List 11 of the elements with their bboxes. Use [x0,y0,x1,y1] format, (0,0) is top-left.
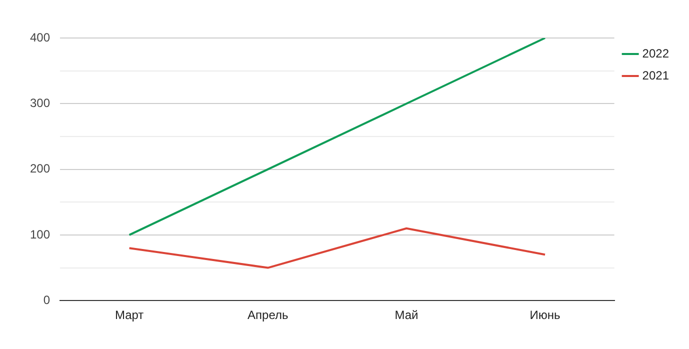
x-tick-label: Июнь [530,308,560,322]
y-tick-label: 200 [30,162,50,176]
x-tick-label: Март [114,308,144,322]
y-tick-label: 0 [43,292,50,307]
y-tick-label: 100 [30,227,50,242]
y-tick-label: 300 [30,96,50,110]
x-tick-label: Май [394,308,418,322]
legend-label: 2022 [642,46,670,60]
x-tick-label: Апрель [248,308,288,322]
legend-label: 2021 [642,68,670,82]
y-tick-label: 400 [30,30,50,44]
